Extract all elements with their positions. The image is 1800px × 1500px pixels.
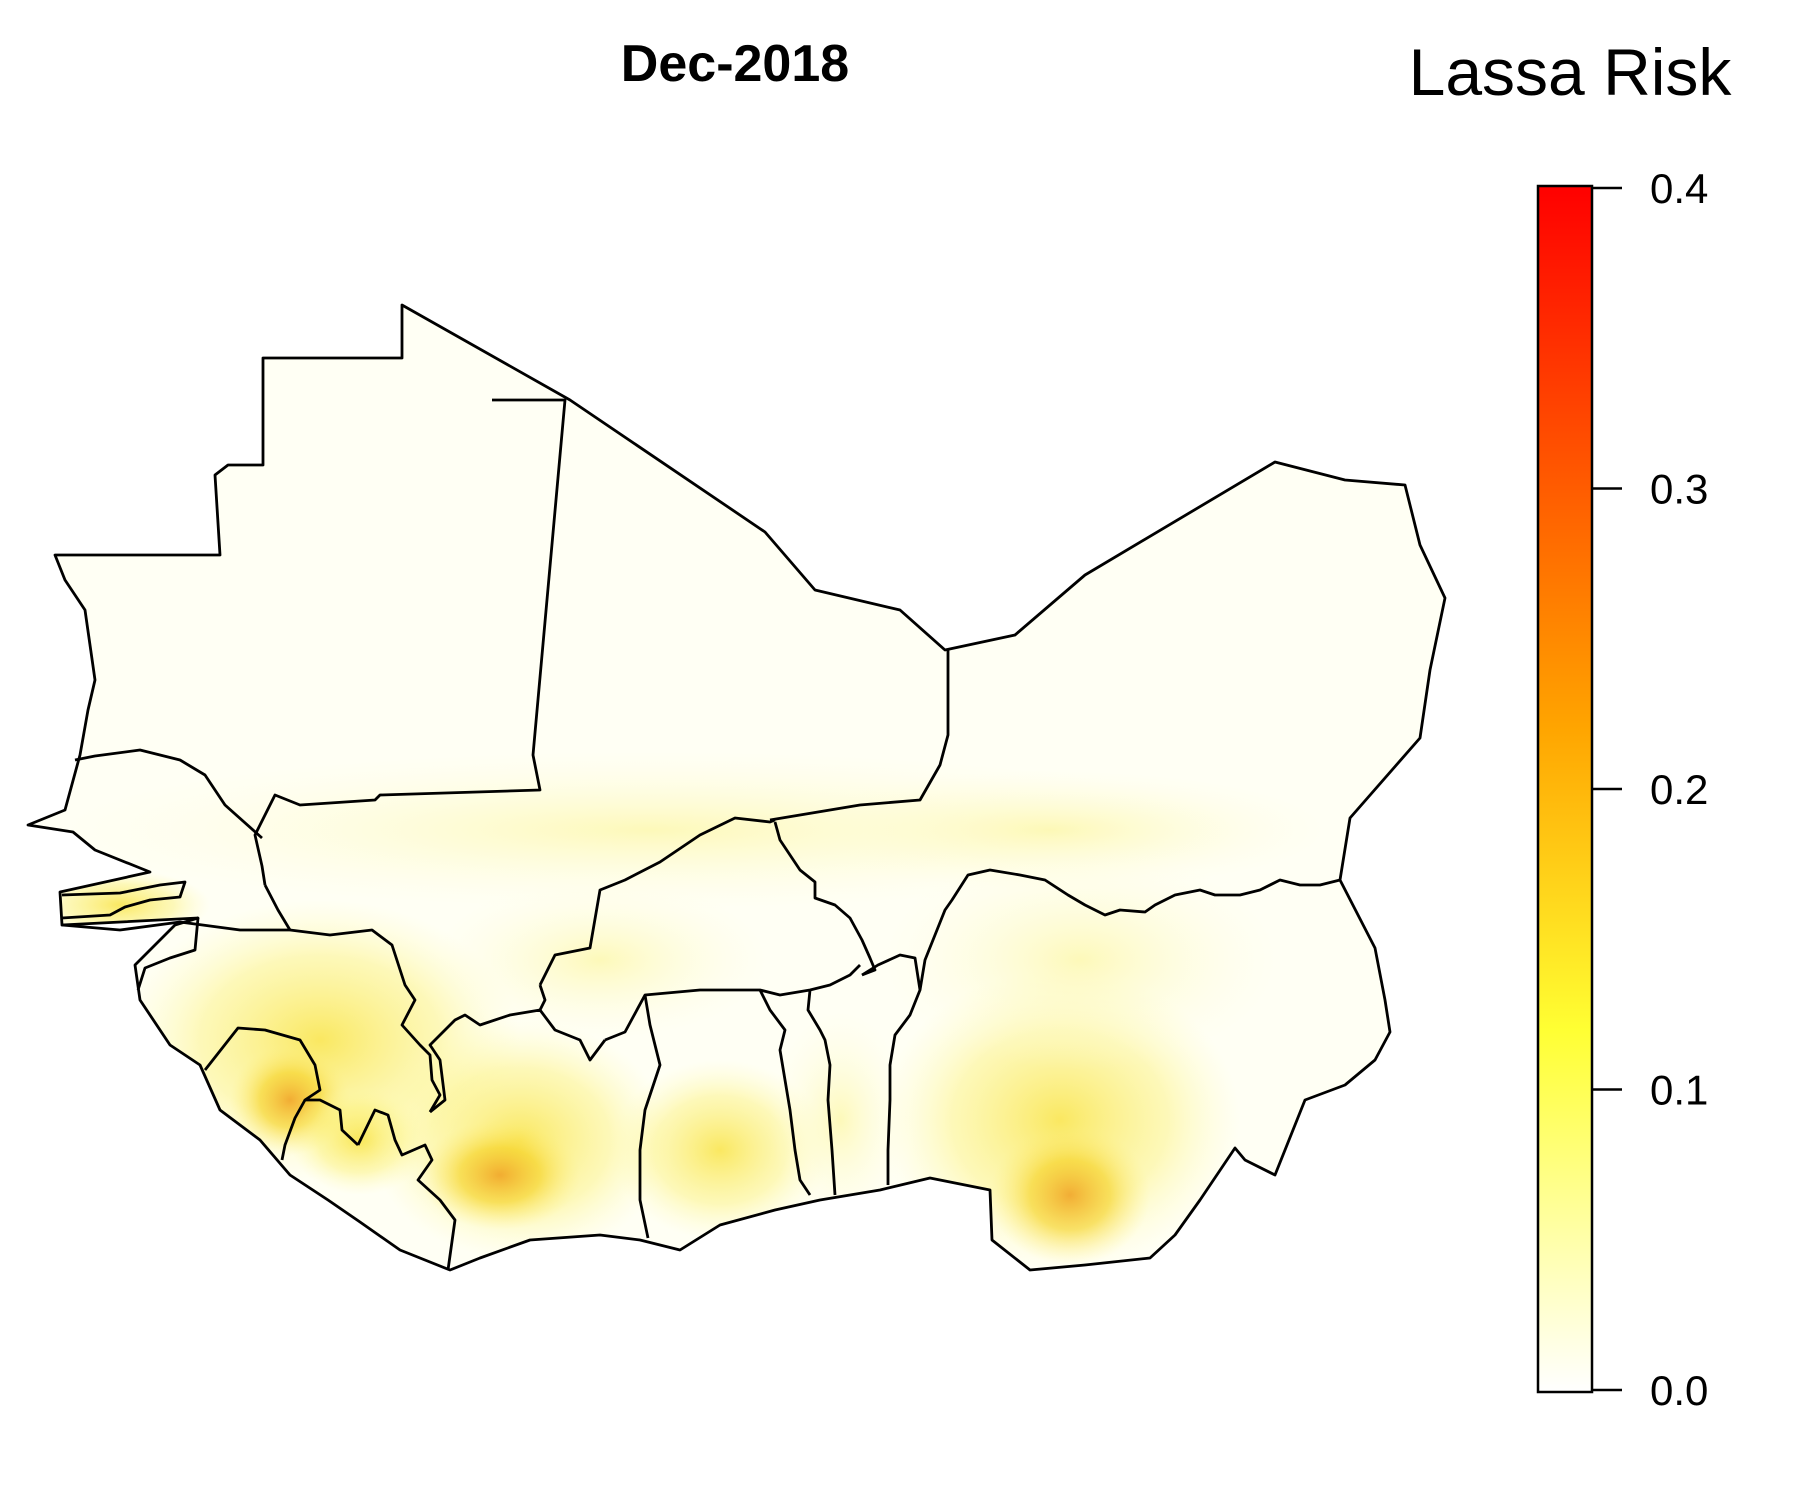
legend-colorbar: 0.4 0.3 0.2 0.1 0.0 — [1536, 165, 1708, 1414]
country-borders — [26, 303, 1447, 1272]
border-sierra-leone-liberia — [280, 1099, 307, 1161]
border-guinea-mali — [289, 928, 442, 1113]
legend-tick-label: 0.4 — [1650, 165, 1708, 212]
legend-tick-label: 0.0 — [1650, 1367, 1708, 1414]
legend-color-bar — [1536, 184, 1594, 1394]
border-mauritania-senegal — [74, 748, 263, 840]
risk-zone-togo-benin — [770, 1010, 910, 1230]
legend-title: Lassa Risk — [1408, 35, 1732, 109]
border-guinea-bissau — [136, 917, 200, 991]
border-gambia — [61, 880, 187, 920]
region-outline — [26, 303, 1447, 1272]
legend-tick-label: 0.2 — [1650, 766, 1708, 813]
border-mali-ivory-coast — [428, 1008, 607, 1114]
border-togo-benin — [806, 989, 837, 1196]
border-benin-nigeria — [861, 953, 922, 1185]
border-ivory-coast-ghana — [638, 994, 662, 1239]
border-guinea-sierra-leone — [203, 1026, 359, 1147]
border-burkina-south — [538, 964, 861, 1042]
border-mali-niger — [769, 650, 950, 822]
border-ghana-togo — [758, 989, 812, 1196]
border-mali-burkina — [538, 816, 776, 986]
risk-zone-north-nigeria — [880, 850, 1280, 1070]
risk-hotspot-ivory-coast — [420, 1120, 580, 1230]
map-title: Dec-2018 — [620, 35, 850, 93]
border-liberia-ivory-coast — [356, 1108, 457, 1271]
border-niger-nigeria — [918, 868, 1341, 991]
risk-hotspot-nigeria — [990, 1125, 1150, 1265]
border-senegal-mali — [263, 884, 292, 931]
border-mauritania-mali — [253, 398, 567, 886]
legend-ticks: 0.4 0.3 0.2 0.1 0.0 — [1592, 165, 1708, 1414]
legend-tick-label: 0.1 — [1650, 1067, 1708, 1114]
border-senegal-south — [61, 920, 290, 932]
risk-raster — [30, 750, 1330, 1270]
legend-tick-label: 0.3 — [1650, 466, 1708, 513]
risk-zone-burkina — [430, 880, 770, 1040]
border-burkina-niger — [773, 821, 877, 977]
